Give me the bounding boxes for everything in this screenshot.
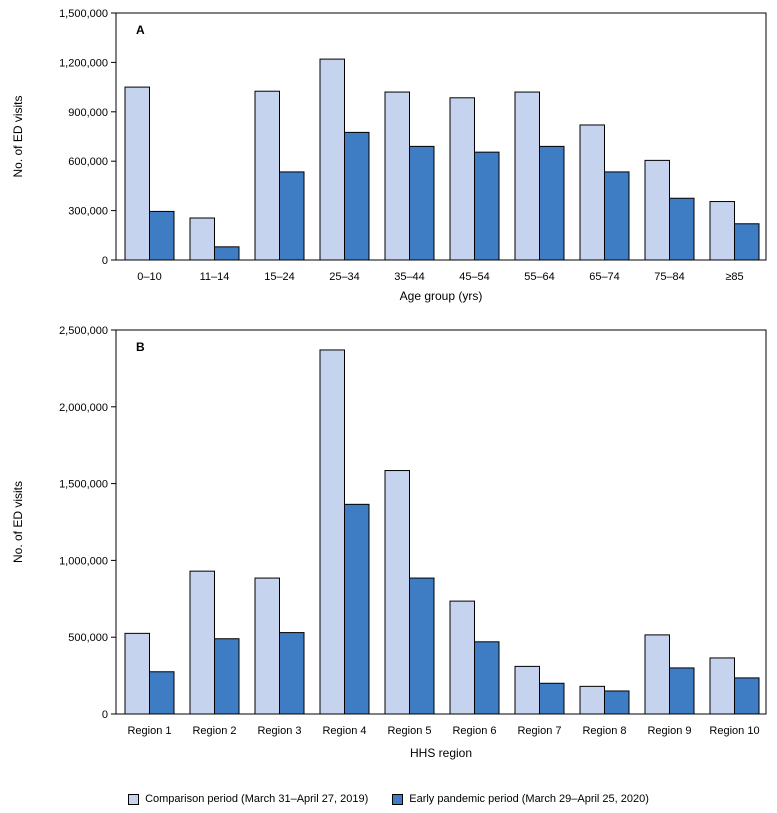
bar-comparison (644, 634, 670, 715)
x-tick-label: 11–14 (200, 271, 230, 283)
x-tick-label: Region 7 (517, 725, 561, 737)
bar-pandemic (604, 690, 630, 715)
y-axis-label: No. of ED visits (11, 95, 25, 177)
plot-frame (115, 329, 767, 715)
y-tick-label: 2,500,000 (59, 325, 108, 337)
bar-pandemic (669, 667, 695, 715)
bar-comparison (644, 159, 670, 261)
x-tick-label: Region 1 (127, 725, 171, 737)
bar-comparison (514, 665, 540, 715)
x-tick-label: 65–74 (589, 271, 620, 283)
bar-pandemic (279, 171, 305, 261)
legend-label-comparison: Comparison period (March 31–April 27, 20… (145, 793, 369, 805)
x-tick-label: 45–54 (459, 271, 490, 283)
x-tick-label: Region 8 (582, 725, 626, 737)
bar-pandemic (279, 632, 305, 715)
bar-pandemic (604, 171, 630, 261)
bar-comparison (254, 577, 280, 715)
bar-comparison (579, 685, 605, 715)
bar-pandemic (734, 223, 760, 261)
bar-comparison (189, 570, 215, 715)
y-tick-label: 900,000 (68, 107, 108, 119)
x-tick-label: Region 9 (647, 725, 691, 737)
x-tick-label: 35–44 (394, 271, 425, 283)
x-tick-label: Region 6 (452, 725, 496, 737)
y-tick-label: 2,000,000 (59, 402, 108, 414)
bar-comparison (189, 217, 215, 261)
y-tick-label: 1,500,000 (59, 479, 108, 491)
bar-pandemic (149, 210, 175, 261)
x-tick-label: Region 4 (322, 725, 366, 737)
bar-pandemic (149, 671, 175, 715)
bar-pandemic (409, 577, 435, 715)
bar-comparison (384, 91, 410, 261)
bar-pandemic (734, 677, 760, 715)
y-tick-label: 500,000 (68, 632, 108, 644)
x-tick-label: ≥85 (725, 271, 743, 283)
legend-swatch-comparison (128, 793, 140, 805)
bar-pandemic (214, 246, 240, 261)
plot-frame (115, 12, 767, 261)
x-axis-label: HHS region (410, 746, 472, 760)
y-axis-label: No. of ED visits (11, 481, 25, 563)
panel-b: 0 500,000 1,000,000 1,500,000 2,000,000 2,500… (11, 325, 767, 760)
bar-comparison (384, 470, 410, 715)
x-tick-label: 15–24 (264, 271, 295, 283)
panel-label: B (136, 340, 145, 354)
bar-pandemic (409, 145, 435, 261)
x-tick-label: Region 10 (709, 725, 759, 737)
bar-comparison (319, 349, 345, 715)
bar-comparison (709, 657, 735, 715)
bar-comparison (449, 600, 475, 715)
bar-pandemic (474, 641, 500, 715)
x-tick-label: Region 3 (257, 725, 301, 737)
bar-comparison (254, 90, 280, 261)
x-tick-label: 75–84 (654, 271, 685, 283)
legend-label-pandemic: Early pandemic period (March 29–April 25… (409, 793, 649, 805)
x-tick-label: 55–64 (524, 271, 555, 283)
bar-pandemic (669, 197, 695, 261)
legend: Comparison period (March 31–April 27, 20… (0, 788, 777, 810)
x-tick-label: Region 2 (192, 725, 236, 737)
bar-comparison (514, 91, 540, 261)
y-tick-label: 0 (102, 709, 108, 721)
legend-item-pandemic: Early pandemic period (March 29–April 25… (392, 793, 649, 805)
bar-comparison (449, 97, 475, 261)
panel-a: 0 300,000 600,000 900,000 1,200,000 1,500,000… (11, 8, 767, 303)
bar-pandemic (214, 638, 240, 715)
bar-comparison (319, 58, 345, 261)
bar-comparison (579, 124, 605, 261)
y-tick-label: 1,500,000 (59, 8, 108, 20)
bar-pandemic (344, 503, 370, 715)
bar-comparison (709, 201, 735, 261)
bar-pandemic (344, 131, 370, 261)
x-tick-label: Region 5 (387, 725, 431, 737)
bar-pandemic (474, 151, 500, 261)
y-tick-label: 1,000,000 (59, 555, 108, 567)
y-tick-label: 0 (102, 255, 108, 267)
x-axis-label: Age group (yrs) (400, 289, 483, 303)
y-tick-label: 600,000 (68, 156, 108, 168)
legend-item-comparison: Comparison period (March 31–April 27, 20… (128, 793, 368, 805)
y-tick-label: 300,000 (68, 206, 108, 218)
panel-label: A (136, 23, 145, 37)
y-tick-label: 1,200,000 (59, 57, 108, 69)
x-tick-label: 25–34 (329, 271, 360, 283)
bar-comparison (124, 632, 150, 715)
legend-swatch-pandemic (392, 793, 404, 805)
bar-pandemic (539, 682, 565, 715)
x-tick-label: 0–10 (137, 271, 161, 283)
bar-pandemic (539, 145, 565, 261)
charts-svg: 0 300,000 600,000 900,000 1,200,000 1,500,000… (11, 8, 767, 760)
bar-comparison (124, 86, 150, 261)
